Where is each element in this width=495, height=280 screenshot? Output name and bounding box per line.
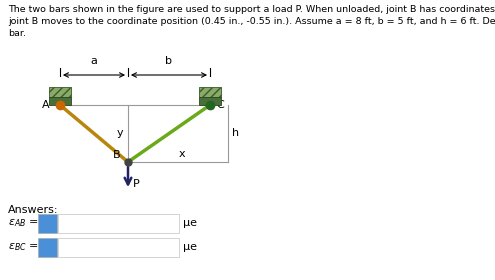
Text: Answers:: Answers: — [8, 205, 58, 215]
Text: A: A — [43, 100, 50, 110]
Text: $\varepsilon_{AB}$ =: $\varepsilon_{AB}$ = — [8, 217, 39, 229]
Text: μe: μe — [183, 242, 197, 252]
Bar — [199, 97, 221, 105]
Text: b: b — [165, 56, 172, 66]
Text: a: a — [91, 56, 98, 66]
Bar — [49, 97, 71, 105]
Text: $\varepsilon_{BC}$ =: $\varepsilon_{BC}$ = — [8, 241, 39, 253]
Bar — [199, 87, 221, 97]
Text: B: B — [113, 150, 121, 160]
Bar — [49, 87, 71, 97]
Text: μe: μe — [183, 218, 197, 228]
Text: P: P — [133, 179, 140, 189]
Text: i: i — [45, 242, 49, 252]
FancyBboxPatch shape — [57, 213, 179, 232]
Text: C: C — [216, 100, 224, 110]
FancyBboxPatch shape — [38, 237, 56, 256]
Text: y: y — [116, 129, 123, 139]
FancyBboxPatch shape — [57, 237, 179, 256]
Text: The two bars shown in the figure are used to support a load P. When unloaded, jo: The two bars shown in the figure are use… — [8, 5, 495, 38]
Text: h: h — [232, 129, 239, 139]
FancyBboxPatch shape — [38, 213, 56, 232]
Text: x: x — [179, 149, 185, 159]
Text: i: i — [45, 218, 49, 228]
